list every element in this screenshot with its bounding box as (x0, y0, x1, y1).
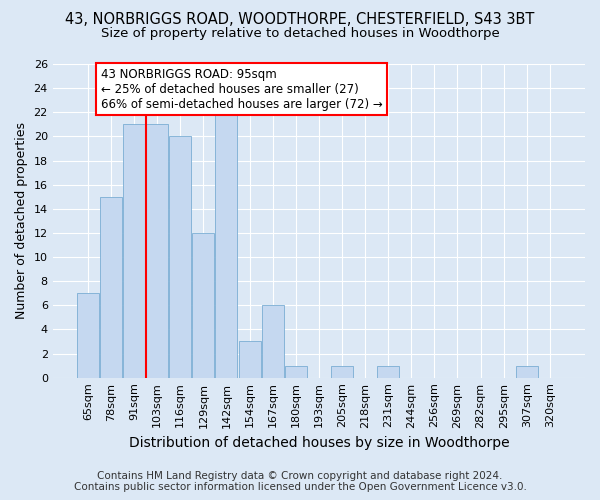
X-axis label: Distribution of detached houses by size in Woodthorpe: Distribution of detached houses by size … (128, 436, 509, 450)
Bar (516, 366, 538, 378)
Text: 43 NORBRIGGS ROAD: 95sqm
← 25% of detached houses are smaller (27)
66% of semi-d: 43 NORBRIGGS ROAD: 95sqm ← 25% of detach… (101, 68, 382, 110)
Text: Contains HM Land Registry data © Crown copyright and database right 2024.
Contai: Contains HM Land Registry data © Crown c… (74, 471, 526, 492)
Bar (193, 233, 214, 378)
Bar (239, 342, 260, 378)
Bar (331, 366, 353, 378)
Bar (123, 124, 145, 378)
Bar (100, 196, 122, 378)
Bar (262, 306, 284, 378)
Text: 43, NORBRIGGS ROAD, WOODTHORPE, CHESTERFIELD, S43 3BT: 43, NORBRIGGS ROAD, WOODTHORPE, CHESTERF… (65, 12, 535, 28)
Bar (377, 366, 399, 378)
Text: Size of property relative to detached houses in Woodthorpe: Size of property relative to detached ho… (101, 28, 499, 40)
Bar (146, 124, 168, 378)
Bar (215, 112, 238, 378)
Y-axis label: Number of detached properties: Number of detached properties (15, 122, 28, 320)
Bar (285, 366, 307, 378)
Bar (77, 293, 99, 378)
Bar (169, 136, 191, 378)
